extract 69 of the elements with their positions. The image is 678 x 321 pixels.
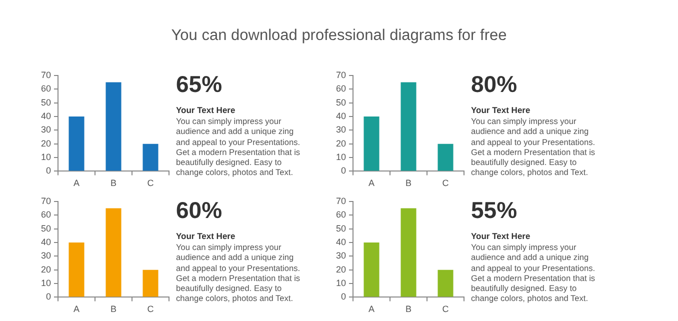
y-tick-label: 30 (40, 250, 52, 261)
y-tick-label: 50 (336, 97, 346, 108)
text: 60% (176, 196, 224, 225)
text: You can simply impress your audience and add a unique zing and appeal to your Presentations. Get a modern Presentation that is beautifully designed. Easy to change colors, photos and Text. (176, 242, 301, 304)
y-tick-label: 10 (336, 152, 346, 162)
x-tick-label: A (368, 178, 375, 188)
y-tick-label: 70 (40, 196, 52, 206)
y-tick-label: 20 (40, 264, 52, 274)
y-tick-label: 60 (40, 210, 52, 220)
y-tick-label: 10 (336, 278, 346, 288)
x-tick-label: A (74, 178, 80, 188)
y-tick-label: 70 (336, 196, 346, 206)
x-tick-label: B (110, 178, 117, 188)
text: You can simply impress your audience and add a unique zing and appeal to your Presentations. Get a modern Presentation that is beautifully designed. Easy to change colors, photos and Text. (176, 116, 301, 178)
y-tick-label: 30 (336, 124, 346, 135)
y-tick-label: 20 (336, 138, 346, 148)
y-tick-label: 40 (40, 110, 52, 121)
bar (106, 82, 122, 171)
text: Your Text Here (176, 230, 236, 242)
bar (364, 116, 380, 171)
x-tick-label: A (368, 304, 375, 314)
bar (438, 144, 454, 171)
text: 55% (471, 196, 518, 225)
bar (400, 82, 416, 171)
y-tick-label: 70 (40, 70, 52, 80)
bar (364, 242, 380, 297)
y-tick-label: 60 (336, 210, 346, 220)
text: Your Text Here (471, 104, 532, 116)
y-tick-label: 30 (40, 124, 52, 135)
text: You can simply impress your audience and add a unique zing and appeal to your Presentations. Get a modern Presentation that is beautifully designed. Easy to change colors, photos and Text. (471, 116, 596, 178)
bar (142, 144, 158, 171)
y-tick-label: 10 (40, 278, 52, 288)
y-tick-label: 0 (340, 292, 346, 302)
y-tick-label: 40 (336, 110, 346, 121)
bar (438, 270, 454, 297)
text: 80% (471, 70, 518, 99)
x-tick-label: C (147, 178, 154, 188)
bar (400, 208, 416, 297)
x-tick-label: C (147, 304, 154, 314)
bar (142, 270, 158, 297)
y-tick-label: 10 (40, 152, 52, 162)
y-tick-label: 20 (40, 138, 52, 148)
y-tick-label: 40 (336, 236, 346, 247)
y-tick-label: 50 (40, 223, 52, 234)
bar (68, 242, 84, 297)
x-tick-label: C (442, 304, 450, 314)
bar (106, 208, 122, 297)
y-tick-label: 50 (336, 223, 346, 234)
y-tick-label: 20 (336, 264, 346, 274)
text: You can download professional diagrams for free (170, 27, 508, 45)
y-tick-label: 0 (46, 166, 52, 176)
x-tick-label: B (110, 304, 117, 314)
text: You can simply impress your audience and add a unique zing and appeal to your Presentations. Get a modern Presentation that is beautifully designed. Easy to change colors, photos and Text. (471, 242, 596, 304)
y-tick-label: 40 (40, 236, 52, 247)
text: Your Text Here (176, 104, 236, 116)
y-tick-label: 60 (40, 84, 52, 94)
y-tick-label: 30 (336, 250, 346, 261)
text: 65% (176, 70, 224, 99)
x-tick-label: C (442, 178, 450, 188)
y-tick-label: 70 (336, 70, 346, 80)
y-tick-label: 50 (40, 97, 52, 108)
x-tick-label: B (406, 178, 412, 188)
bar (68, 116, 84, 171)
x-tick-label: A (74, 304, 80, 314)
y-tick-label: 0 (46, 292, 52, 302)
text: Your Text Here (471, 230, 532, 242)
x-tick-label: B (406, 304, 412, 314)
y-tick-label: 60 (336, 84, 346, 94)
y-tick-label: 0 (340, 166, 346, 176)
